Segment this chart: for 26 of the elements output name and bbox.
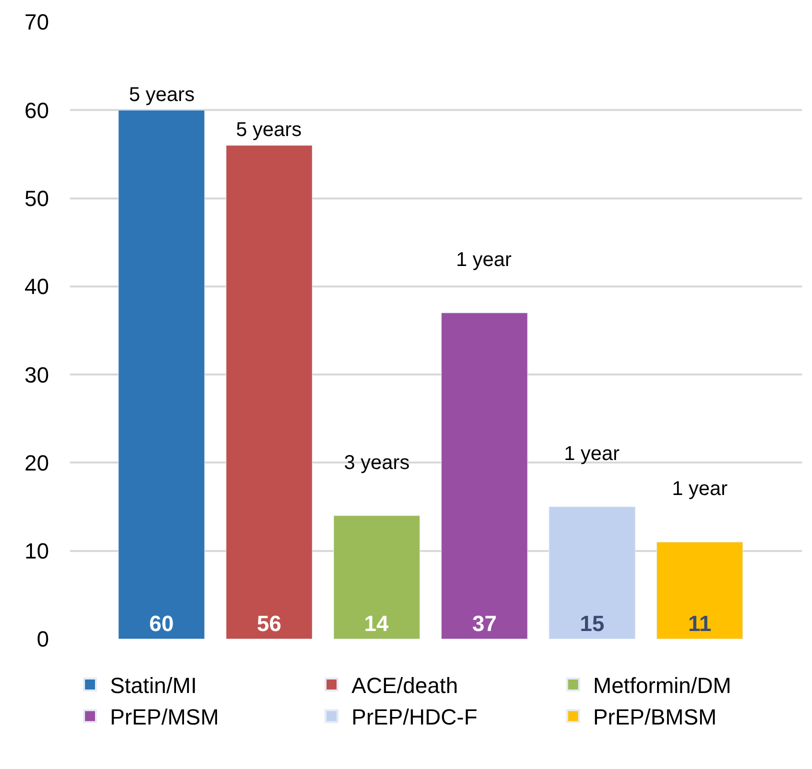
y-tick-label: 0 [36, 626, 49, 652]
legend-label: PrEP/BMSM [593, 704, 717, 730]
legend-label: Statin/MI [110, 673, 197, 698]
annotation: 5 years [129, 84, 195, 106]
y-tick-label: 70 [24, 10, 49, 35]
y-tick-label: 40 [24, 274, 49, 300]
legend-label: Metformin/DM [593, 673, 732, 698]
y-tick-label: 30 [24, 362, 49, 388]
data-label: 11 [688, 611, 712, 636]
data-label: 14 [364, 611, 390, 636]
annotation: 1 year [456, 249, 512, 271]
annotation: 1 year [672, 478, 728, 500]
y-tick-label: 20 [24, 450, 49, 476]
data-label: 15 [580, 611, 604, 636]
legend-label: PrEP/MSM [110, 704, 219, 730]
legend-label: PrEP/HDC-F [352, 704, 478, 730]
data-label: 56 [256, 611, 282, 636]
y-tick-label: 60 [24, 98, 49, 123]
annotation: 1 year [564, 443, 620, 465]
y-tick-label: 10 [24, 538, 49, 564]
data-label: 60 [149, 611, 174, 636]
y-tick-label: 50 [24, 186, 49, 211]
annotation: 5 years [236, 119, 302, 141]
data-label: 37 [472, 611, 497, 636]
annotation: 3 years [344, 452, 410, 474]
legend-label: ACE/death [352, 673, 458, 698]
